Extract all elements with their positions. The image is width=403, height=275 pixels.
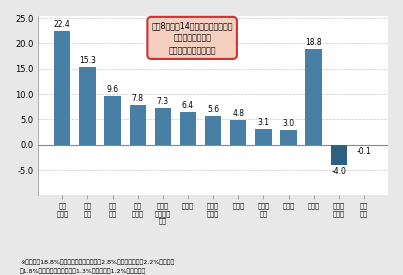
Text: -0.1: -0.1	[357, 147, 371, 156]
Bar	[205, 116, 221, 145]
Bar	[79, 67, 96, 145]
Text: 22.4: 22.4	[54, 20, 71, 29]
Text: 7.3: 7.3	[157, 97, 169, 106]
Bar	[255, 129, 272, 145]
Bar	[104, 96, 121, 145]
Text: 15.3: 15.3	[79, 56, 96, 65]
Text: 平成8年から14年にかけての刑法犯
認知件数の増加分
１，０４１，６２０件: 平成8年から14年にかけての刑法犯 認知件数の増加分 １，０４１，６２０件	[152, 21, 233, 55]
Text: 6.4: 6.4	[182, 101, 194, 110]
Text: 7.8: 7.8	[132, 94, 144, 103]
Bar	[155, 108, 171, 145]
Bar	[54, 31, 71, 145]
Text: -4.0: -4.0	[331, 167, 346, 176]
Bar	[129, 105, 146, 145]
Text: （1.8%）、占有離脱物横領（1.3%）、暴行（1.2%）等です。: （1.8%）、占有離脱物横領（1.3%）、暴行（1.2%）等です。	[20, 268, 146, 274]
Bar	[180, 112, 196, 145]
Bar	[305, 50, 322, 145]
Text: 3.0: 3.0	[283, 119, 295, 128]
Text: 18.8: 18.8	[305, 39, 322, 48]
Text: ※その他（18.8%）の内訳は、自動車盗（2.8%）、住居侵入（2.2%）、傷害: ※その他（18.8%）の内訳は、自動車盗（2.8%）、住居侵入（2.2%）、傷害	[20, 260, 174, 265]
Text: 9.6: 9.6	[106, 85, 118, 94]
Bar	[330, 145, 347, 165]
Bar	[230, 120, 246, 145]
Text: 3.1: 3.1	[258, 118, 269, 127]
Text: 4.8: 4.8	[232, 109, 244, 119]
Text: 5.6: 5.6	[207, 105, 219, 114]
Bar	[280, 130, 297, 145]
